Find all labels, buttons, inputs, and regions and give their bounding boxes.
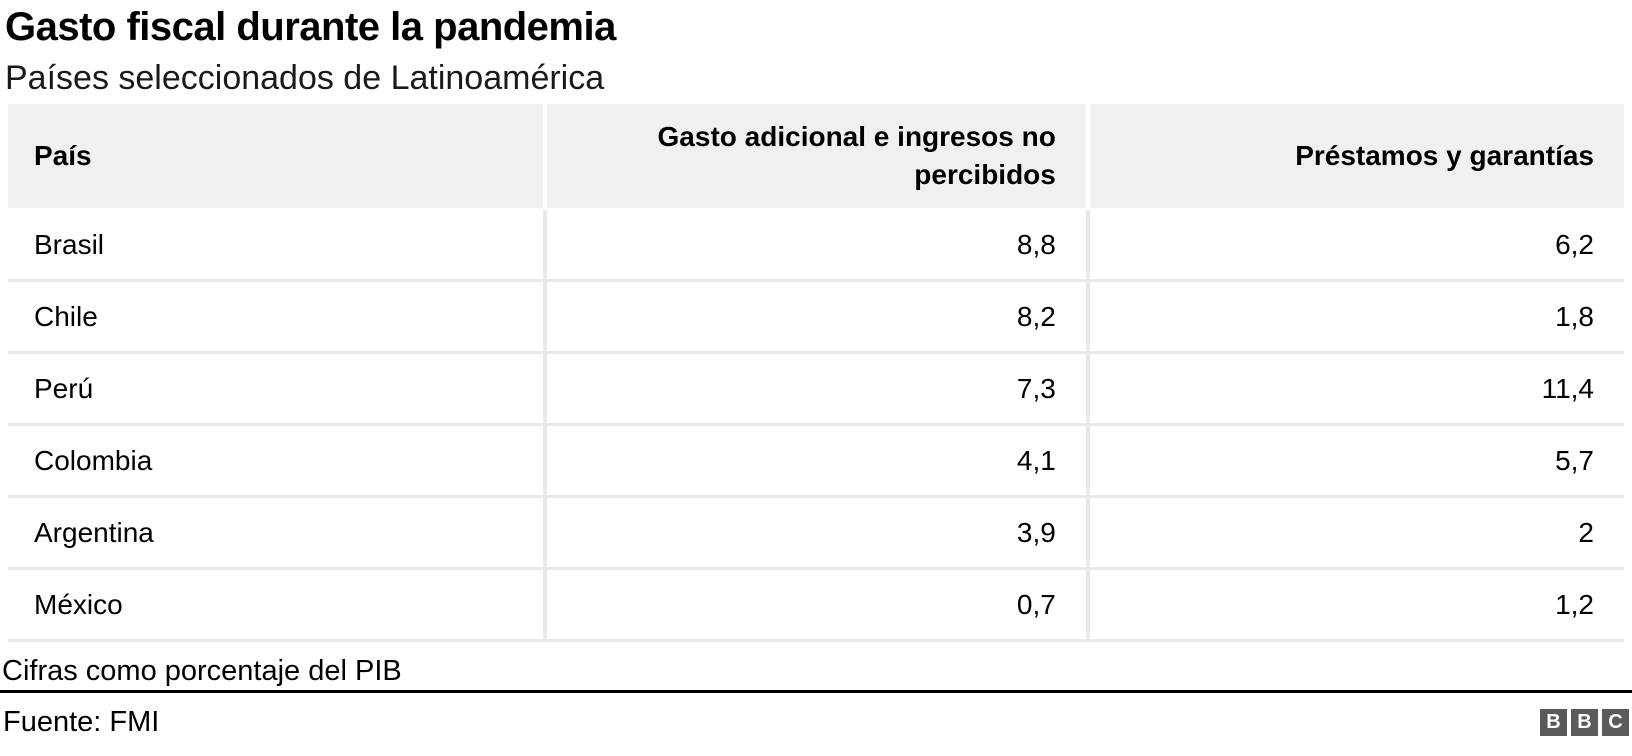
prestamos-cell: 2 [1085,498,1624,570]
bbc-logo-letter: B [1540,709,1567,736]
table-row: Argentina 3,9 2 [8,498,1624,570]
bbc-logo-letter: C [1602,709,1629,736]
prestamos-cell: 11,4 [1085,354,1624,426]
gasto-cell: 8,8 [542,210,1086,282]
table-row: Chile 8,2 1,8 [8,282,1624,354]
prestamos-cell: 1,8 [1085,282,1624,354]
prestamos-cell: 6,2 [1085,210,1624,282]
country-cell: México [8,570,543,642]
column-header-prestamos: Préstamos y garantías [1085,104,1624,210]
page-title: Gasto fiscal durante la pandemia [5,5,616,49]
gasto-cell: 7,3 [542,354,1086,426]
country-cell: Chile [8,282,543,354]
table-footnote: Cifras como porcentaje del PIB [2,655,402,687]
prestamos-cell: 5,7 [1085,426,1624,498]
table-row: México 0,7 1,2 [8,570,1624,642]
source-credit: Fuente: FMI [3,706,160,738]
country-cell: Colombia [8,426,543,498]
prestamos-cell: 1,2 [1085,570,1624,642]
table-header-row: País Gasto adicional e ingresos no perci… [8,104,1624,210]
gasto-cell: 0,7 [542,570,1086,642]
table-row: Perú 7,3 11,4 [8,354,1624,426]
country-cell: Brasil [8,210,543,282]
data-table: País Gasto adicional e ingresos no perci… [8,104,1624,642]
divider-rule [0,690,1632,693]
column-header-gasto: Gasto adicional e ingresos no percibidos [542,104,1086,210]
page-subtitle: Países seleccionados de Latinoamérica [5,59,605,97]
gasto-cell: 8,2 [542,282,1086,354]
gasto-cell: 4,1 [542,426,1086,498]
bbc-logo-icon: B B C [1540,709,1629,736]
country-cell: Argentina [8,498,543,570]
footer: Fuente: FMI B B C [3,706,1629,739]
bbc-logo-letter: B [1571,709,1598,736]
country-cell: Perú [8,354,543,426]
table-row: Brasil 8,8 6,2 [8,210,1624,282]
gasto-cell: 3,9 [542,498,1086,570]
column-header-country: País [8,104,543,210]
table-row: Colombia 4,1 5,7 [8,426,1624,498]
